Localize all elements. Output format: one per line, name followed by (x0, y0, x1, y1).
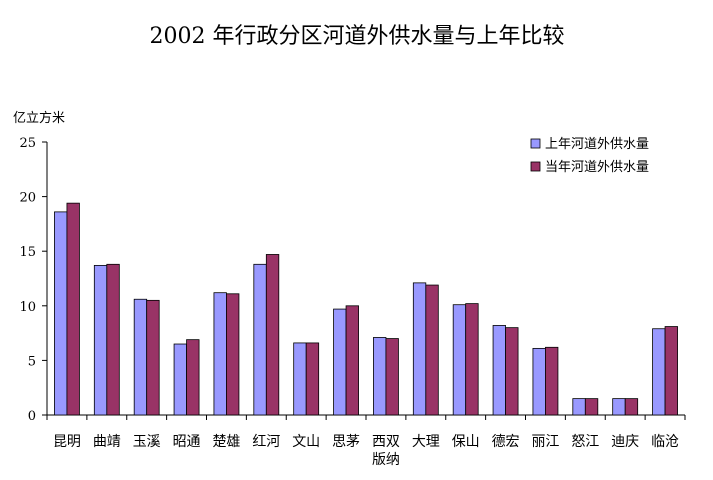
bar-current-year (345, 305, 359, 416)
legend-swatch (530, 161, 541, 172)
bar-current-year (305, 342, 320, 416)
bar-previous-year (612, 398, 626, 416)
y-tick-label: 5 (28, 354, 36, 369)
bar-current-year (624, 398, 639, 416)
bar-previous-year (173, 343, 187, 416)
x-category-label: 保山 (452, 434, 480, 450)
x-category-label: 曲靖 (93, 434, 121, 450)
bar-previous-year (253, 263, 267, 416)
x-category-label: 迪庆 (611, 434, 639, 450)
bar-current-year (425, 284, 439, 416)
bar-previous-year (492, 325, 506, 416)
bar-current-year (545, 346, 559, 416)
bar-current-year (664, 326, 678, 416)
chart-title: 2002 年行政分区河道外供水量与上年比较 (150, 24, 565, 49)
bar-previous-year (452, 304, 467, 416)
bar-previous-year (93, 264, 108, 416)
bar-previous-year (572, 398, 586, 416)
x-category-label: 楚雄 (212, 434, 240, 450)
bar-previous-year (652, 328, 666, 416)
bar-previous-year (54, 211, 68, 416)
x-category-label: 丽江 (531, 434, 559, 450)
x-category-label: 昭通 (173, 434, 201, 450)
bar-current-year (465, 303, 479, 416)
bar-current-year (146, 299, 160, 416)
bar-current-year (385, 338, 399, 416)
y-tick-label: 20 (19, 191, 36, 206)
x-category-label: 大理 (412, 434, 440, 450)
bar-current-year (186, 339, 200, 416)
bar-current-year (226, 293, 240, 416)
bar-previous-year (412, 282, 427, 416)
bar-current-year (505, 327, 519, 416)
bar-previous-year (333, 308, 347, 416)
x-category-label: 玉溪 (133, 434, 161, 450)
bar-previous-year (373, 337, 387, 416)
bar-previous-year (133, 298, 148, 416)
x-category-label: 德宏 (492, 434, 520, 450)
legend-swatch (530, 138, 541, 149)
x-category-label: 昆明 (53, 434, 81, 450)
bar-current-year (106, 263, 120, 416)
legend-label: 上年河道外供水量 (545, 137, 649, 152)
x-category-label: 怒江 (571, 434, 599, 450)
legend-label: 当年河道外供水量 (545, 160, 649, 175)
x-category-label: 西双 (372, 434, 400, 450)
x-category-label: 文山 (292, 434, 320, 450)
x-category-label: 版纳 (372, 452, 400, 468)
bar-current-year (584, 398, 599, 416)
x-category-label: 思茅 (332, 434, 360, 450)
y-tick-label: 0 (28, 409, 36, 424)
bar-previous-year (213, 292, 227, 416)
y-tick-label: 10 (19, 300, 36, 315)
y-tick-label: 25 (19, 136, 36, 151)
y-tick-label: 15 (19, 245, 36, 260)
bar-previous-year (532, 347, 546, 416)
bar-previous-year (293, 342, 307, 416)
y-axis-unit-label: 亿立方米 (13, 110, 65, 126)
x-category-label: 红河 (252, 434, 280, 450)
x-category-label: 临沧 (651, 433, 679, 450)
bar-current-year (66, 202, 80, 416)
bar-current-year (265, 254, 280, 416)
